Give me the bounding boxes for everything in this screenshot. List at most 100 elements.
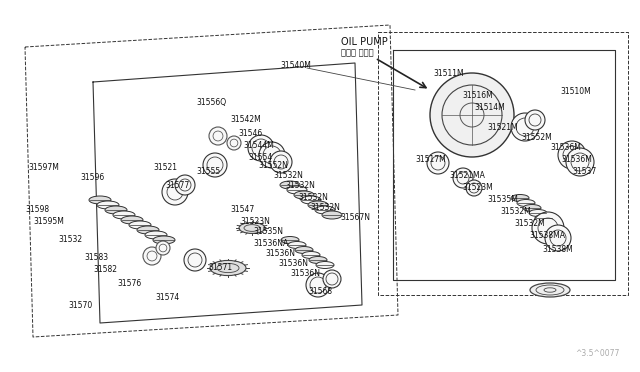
Text: 31542M: 31542M	[230, 115, 260, 125]
Text: 31532: 31532	[58, 235, 82, 244]
Ellipse shape	[153, 236, 175, 244]
Ellipse shape	[529, 209, 547, 217]
Ellipse shape	[121, 216, 143, 224]
Circle shape	[532, 212, 564, 244]
Text: 31536M: 31536M	[550, 144, 581, 153]
Ellipse shape	[113, 211, 135, 219]
Circle shape	[430, 73, 514, 157]
Ellipse shape	[97, 201, 119, 209]
Ellipse shape	[281, 237, 299, 244]
Text: 31567N: 31567N	[340, 214, 370, 222]
Text: 31535N: 31535N	[253, 228, 283, 237]
Ellipse shape	[301, 196, 321, 204]
Text: 31535M: 31535M	[487, 196, 518, 205]
Text: 31582: 31582	[93, 266, 117, 275]
Ellipse shape	[129, 221, 151, 229]
Text: 31514M: 31514M	[474, 103, 505, 112]
Text: 31597M: 31597M	[28, 164, 59, 173]
Circle shape	[203, 153, 227, 177]
Text: 31536NA: 31536NA	[253, 238, 288, 247]
Circle shape	[227, 136, 241, 150]
Circle shape	[184, 249, 206, 271]
Ellipse shape	[309, 257, 327, 263]
Text: 31554: 31554	[248, 153, 272, 161]
Text: 31523N: 31523N	[240, 217, 270, 225]
Text: 31516M: 31516M	[462, 90, 493, 99]
Text: 31536N: 31536N	[265, 248, 295, 257]
Text: 31570: 31570	[68, 301, 92, 310]
Text: 31552N: 31552N	[258, 160, 288, 170]
Ellipse shape	[308, 201, 328, 209]
Circle shape	[162, 179, 188, 205]
Text: 31521M: 31521M	[487, 124, 518, 132]
Ellipse shape	[105, 206, 127, 214]
Circle shape	[466, 180, 482, 196]
Circle shape	[558, 141, 586, 169]
Text: 31532N: 31532N	[285, 182, 315, 190]
Circle shape	[323, 270, 341, 288]
Circle shape	[306, 273, 330, 297]
Text: 31532N: 31532N	[273, 170, 303, 180]
Circle shape	[209, 127, 227, 145]
Circle shape	[545, 225, 571, 251]
Ellipse shape	[288, 241, 306, 248]
Circle shape	[175, 175, 195, 195]
Text: 31577: 31577	[165, 180, 189, 189]
Text: 31556Q: 31556Q	[196, 99, 226, 108]
Ellipse shape	[287, 186, 307, 194]
Text: 31511M: 31511M	[433, 68, 463, 77]
Circle shape	[566, 148, 594, 176]
Text: 31555: 31555	[196, 167, 220, 176]
Circle shape	[259, 142, 285, 168]
Circle shape	[143, 247, 161, 265]
Text: 31574: 31574	[155, 294, 179, 302]
Circle shape	[156, 241, 170, 255]
Text: 31571: 31571	[208, 263, 232, 273]
Text: ^3.5^0077: ^3.5^0077	[575, 349, 620, 358]
Text: 31536N: 31536N	[290, 269, 320, 279]
Ellipse shape	[316, 262, 334, 269]
Text: 31536N: 31536N	[278, 259, 308, 267]
Text: オイル ボンプ: オイル ボンプ	[341, 48, 374, 58]
Ellipse shape	[535, 215, 553, 221]
Ellipse shape	[511, 195, 529, 202]
Text: 31540M: 31540M	[280, 61, 311, 70]
Circle shape	[248, 135, 274, 161]
Ellipse shape	[210, 260, 246, 276]
Ellipse shape	[523, 205, 541, 212]
Text: 31521: 31521	[153, 164, 177, 173]
Circle shape	[270, 151, 292, 173]
Text: 31547: 31547	[230, 205, 254, 215]
Ellipse shape	[137, 226, 159, 234]
Text: OIL PUMP: OIL PUMP	[341, 37, 388, 47]
Text: 31536M: 31536M	[561, 155, 592, 164]
Text: 31538M: 31538M	[542, 246, 573, 254]
Ellipse shape	[530, 283, 570, 297]
Ellipse shape	[145, 231, 167, 239]
Ellipse shape	[302, 251, 320, 259]
Text: 31517M: 31517M	[415, 155, 445, 164]
Text: 31596: 31596	[80, 173, 104, 183]
Circle shape	[511, 113, 539, 141]
Circle shape	[525, 110, 545, 130]
Text: 31544M: 31544M	[243, 141, 274, 151]
Ellipse shape	[89, 196, 111, 204]
Text: 31552M: 31552M	[521, 132, 552, 141]
Text: 31532M: 31532M	[500, 208, 531, 217]
Ellipse shape	[239, 222, 265, 234]
Ellipse shape	[322, 211, 342, 219]
Text: 31537: 31537	[572, 167, 596, 176]
Text: 31595M: 31595M	[33, 217, 64, 225]
Text: 31546: 31546	[238, 128, 262, 138]
Text: 31583: 31583	[84, 253, 108, 263]
Text: 31568: 31568	[308, 288, 332, 296]
Text: 31532N: 31532N	[298, 192, 328, 202]
Circle shape	[453, 168, 473, 188]
Ellipse shape	[294, 191, 314, 199]
Ellipse shape	[295, 247, 313, 253]
Text: 31538MA: 31538MA	[529, 231, 565, 240]
Text: 31521MA: 31521MA	[449, 171, 485, 180]
Text: 31510M: 31510M	[560, 87, 591, 96]
Text: 31523M: 31523M	[462, 183, 493, 192]
Ellipse shape	[315, 206, 335, 214]
